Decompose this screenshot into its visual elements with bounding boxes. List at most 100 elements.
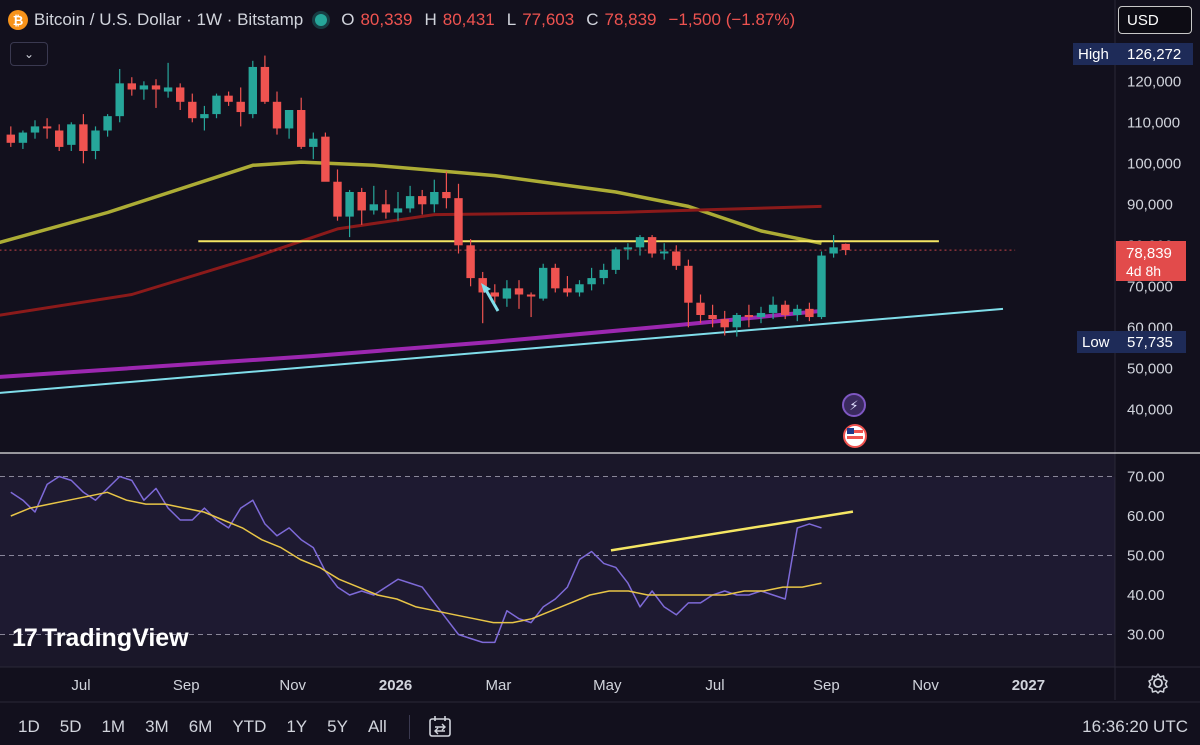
candle-body bbox=[768, 304, 778, 313]
candle bbox=[744, 304, 754, 328]
candle bbox=[672, 245, 681, 270]
time-axis: yJulSepNov2026MarMayJulSepNov2027 bbox=[71, 677, 1045, 694]
timeframe-1d[interactable]: 1D bbox=[18, 716, 40, 736]
candle bbox=[321, 132, 330, 182]
candle-body bbox=[829, 247, 838, 254]
candle bbox=[768, 296, 778, 320]
rsi-ma-line bbox=[10, 491, 822, 624]
timeframe-1m[interactable]: 1M bbox=[101, 716, 126, 736]
candle bbox=[272, 91, 282, 135]
candle-body bbox=[502, 288, 512, 299]
rsi-tick-label: 30.00 bbox=[1127, 627, 1165, 644]
candle-body bbox=[841, 243, 850, 251]
candle-body bbox=[635, 237, 645, 248]
candle-body bbox=[381, 204, 391, 213]
candle-body bbox=[321, 136, 330, 182]
candle-body bbox=[260, 66, 270, 102]
symbol-title[interactable]: Bitcoin / U.S. Dollar · 1W · Bitstamp bbox=[34, 10, 304, 29]
timeframe-5y[interactable]: 5Y bbox=[327, 716, 348, 736]
candle-body bbox=[551, 267, 560, 289]
candle-body bbox=[18, 132, 28, 143]
candle-body bbox=[539, 267, 548, 299]
time-tick-label: Sep bbox=[813, 677, 840, 694]
timeframe-all[interactable]: All bbox=[367, 716, 387, 736]
candle bbox=[418, 189, 427, 215]
candle bbox=[466, 239, 475, 287]
candlestick-series bbox=[6, 55, 850, 337]
candle bbox=[212, 93, 221, 119]
candle-body bbox=[526, 294, 536, 297]
candle-body bbox=[79, 124, 88, 151]
rsi-band bbox=[0, 476, 1115, 635]
time-tick-label: Nov bbox=[279, 677, 306, 694]
candle-body bbox=[188, 101, 197, 119]
candle bbox=[599, 263, 608, 285]
price-badge: 78,839 4d 8h bbox=[1116, 241, 1186, 281]
candle-body bbox=[442, 192, 451, 199]
candle bbox=[732, 312, 741, 337]
candle bbox=[514, 280, 524, 309]
toolbar-divider bbox=[408, 714, 410, 739]
candle-body bbox=[345, 192, 354, 217]
utc-clock[interactable]: 16:36:20 UTC bbox=[1082, 716, 1188, 736]
candle bbox=[660, 243, 669, 260]
timeframe-5d[interactable]: 5D bbox=[59, 716, 82, 736]
candle-body bbox=[272, 101, 282, 129]
candle bbox=[381, 189, 391, 219]
candle bbox=[611, 247, 620, 274]
red-ma-line bbox=[0, 204, 822, 317]
rsi-trendline bbox=[610, 510, 854, 552]
candle-body bbox=[672, 251, 681, 266]
timeframe-6m[interactable]: 6M bbox=[188, 716, 213, 736]
candle-body bbox=[67, 124, 76, 145]
candle bbox=[200, 105, 209, 131]
candle-body bbox=[127, 83, 136, 90]
lightning-event-icon[interactable] bbox=[842, 393, 866, 417]
candle-body bbox=[248, 66, 257, 115]
candle bbox=[563, 276, 572, 297]
candle bbox=[454, 183, 463, 254]
arrow-marker bbox=[481, 283, 500, 312]
timeframe-ytd[interactable]: YTD bbox=[232, 716, 267, 736]
close-value: 78,839 bbox=[604, 10, 657, 29]
candle bbox=[248, 60, 257, 119]
high-badge: High 126,272 bbox=[1073, 43, 1193, 65]
candle bbox=[6, 126, 15, 147]
candle-body bbox=[212, 95, 221, 115]
candle-body bbox=[418, 196, 427, 205]
events-icons[interactable]: ⚡ bbox=[842, 393, 867, 448]
timeframe-1y[interactable]: 1Y bbox=[286, 716, 308, 736]
candle-body bbox=[151, 85, 161, 90]
symbol-header: ₿ Bitcoin / U.S. Dollar · 1W · Bitstamp … bbox=[8, 8, 795, 32]
settings-gear-icon[interactable] bbox=[1147, 672, 1169, 694]
candle-body bbox=[42, 126, 52, 129]
low-value: 77,603 bbox=[522, 10, 575, 29]
brand-name: TradingView bbox=[41, 624, 189, 652]
candle bbox=[720, 310, 729, 336]
candle-body bbox=[490, 292, 499, 297]
collapse-legend-button[interactable]: ⌄ bbox=[10, 42, 48, 66]
date-range-icon[interactable] bbox=[428, 715, 454, 739]
candle-body bbox=[309, 138, 318, 147]
time-tick-label: 2026 bbox=[379, 677, 412, 694]
currency-selector[interactable]: USD bbox=[1118, 6, 1192, 34]
price-tick-label: 90,000 bbox=[1127, 196, 1173, 213]
candle bbox=[442, 171, 451, 209]
candle bbox=[405, 185, 415, 213]
candle-body bbox=[611, 249, 620, 270]
candle bbox=[490, 284, 499, 303]
time-tick-label: Nov bbox=[912, 677, 939, 694]
candle-body bbox=[623, 247, 633, 250]
low-label: L bbox=[506, 10, 517, 29]
rsi-tick-label: 60.00 bbox=[1127, 508, 1165, 525]
price-tick-label: 70,000 bbox=[1127, 278, 1173, 295]
candle bbox=[526, 292, 536, 318]
timeframe-3m[interactable]: 3M bbox=[145, 716, 169, 736]
rsi-panel bbox=[0, 475, 1115, 644]
svg-text:78,839: 78,839 bbox=[1126, 245, 1172, 262]
candle-body bbox=[781, 304, 790, 315]
candle-body bbox=[563, 288, 572, 293]
candle bbox=[708, 304, 717, 328]
candle-body bbox=[163, 87, 173, 92]
candle-body bbox=[369, 204, 378, 211]
